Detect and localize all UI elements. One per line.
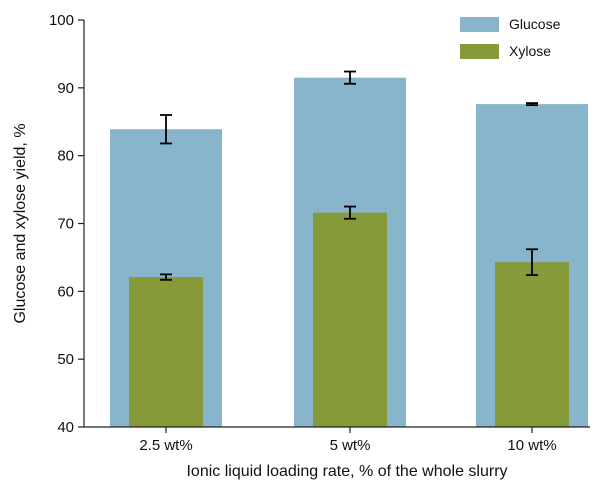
legend: Glucose Xylose [460,16,561,59]
error-bar-glucose-0 [160,114,172,145]
error-bar-xylose-2 [526,248,538,276]
error-bars [160,70,538,281]
x-tick-label: 5 wt% [330,437,371,454]
legend-swatch-glucose [460,17,499,32]
y-axis-title: Glucose and xylose yield, % [12,123,29,323]
y-tick-label: 60 [57,283,74,300]
bar-xylose-0 [129,277,203,427]
bar-xylose-2 [495,262,569,427]
error-bar-glucose-1 [344,70,356,85]
x-tick-label: 2.5 wt% [139,437,192,454]
x-axis-ticks: 2.5 wt% 5 wt% 10 wt% [139,427,557,454]
xylose-bars [129,212,569,427]
legend-swatch-xylose [460,44,499,59]
y-tick-label: 50 [57,351,74,368]
x-tick-label: 10 wt% [507,437,556,454]
y-axis-ticks: 40 50 60 70 80 90 100 [49,12,84,436]
legend-label-glucose: Glucose [509,16,561,32]
x-axis-title: Ionic liquid loading rate, % of the whol… [186,463,507,480]
y-tick-label: 70 [57,216,74,233]
y-tick-label: 40 [57,419,74,436]
y-tick-label: 100 [49,12,74,29]
legend-label-xylose: Xylose [509,43,551,59]
bar-xylose-1 [313,212,387,427]
y-tick-label: 90 [57,80,74,97]
y-tick-label: 80 [57,148,74,165]
error-bar-xylose-0 [160,273,172,281]
error-bar-xylose-1 [344,205,356,220]
error-bar-glucose-2 [526,102,538,107]
